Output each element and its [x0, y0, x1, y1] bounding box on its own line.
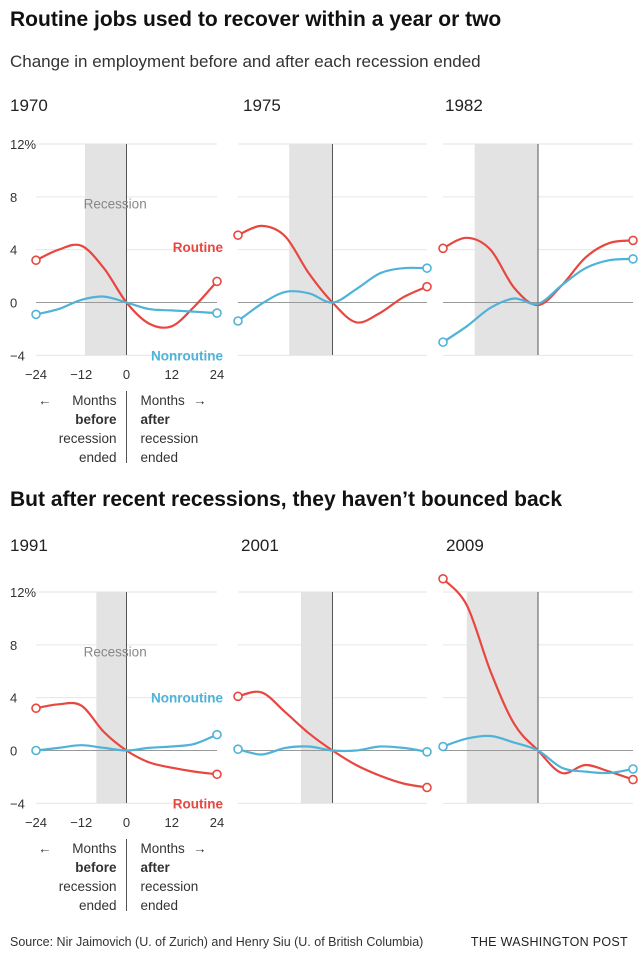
source-note: Source: Nir Jaimovich (U. of Zurich) and… — [10, 935, 424, 949]
chart-1970-arrow-left: ← — [38, 393, 52, 408]
chart-1991-x-tick: 12 — [165, 815, 179, 830]
chart-1970-recession-label: Recession — [84, 196, 147, 211]
chart-1970-nonroutine-line — [34, 295, 219, 316]
chart-2001-nonroutine-start-point — [233, 744, 243, 754]
chart-1970-routine-end-point — [212, 276, 222, 287]
chart-1991-note-before: ended — [79, 898, 117, 913]
chart-1991-nonroutine-start-point — [31, 745, 41, 756]
chart-1970-note-after: Months — [141, 393, 186, 408]
chart-1975-routine-start-point — [233, 230, 243, 240]
chart-2009-nonroutine-end-point — [628, 764, 638, 774]
chart-1970-nonroutine-end-point — [212, 308, 222, 318]
chart-1991-routine-start-point — [31, 703, 41, 714]
chart-1991-recession-label: Recession — [84, 644, 147, 659]
chart-1991-x-tick: 24 — [210, 815, 224, 830]
chart-1970-y-tick: 0 — [10, 296, 17, 311]
chart-1970-x-tick: 24 — [210, 367, 224, 382]
chart-1991-y-tick: 12% — [10, 585, 36, 600]
chart-1970-x-tick: 0 — [123, 367, 130, 382]
chart-1970-note-after: recession — [141, 431, 199, 446]
chart-1970-routine-label: Routine — [173, 240, 224, 255]
chart-1970-y-tick: 8 — [10, 190, 17, 205]
chart-1982-nonroutine-end-point — [628, 254, 638, 264]
chart-1982-recession-band — [474, 144, 538, 355]
subtitle: Change in employment before and after ea… — [10, 52, 481, 71]
chart-1970-note-after: ended — [141, 450, 179, 465]
year-1970: 1970 — [10, 96, 48, 115]
chart-1970-y-tick: 12% — [10, 137, 36, 152]
chart-2009-routine-end-point — [628, 774, 638, 785]
chart-1982-nonroutine-line — [441, 257, 635, 344]
chart-1975-recession-band — [289, 144, 333, 355]
chart-2009-nonroutine-line — [441, 734, 635, 775]
chart-1970-routine-start-point — [31, 255, 41, 266]
chart-1991-x-tick: −24 — [25, 815, 47, 830]
chart-1991-arrow-right: → — [193, 841, 207, 856]
headline-top: Routine jobs used to recover within a ye… — [10, 8, 502, 31]
chart-1991-x-tick: −12 — [70, 815, 92, 830]
chart-1991-note-after: ended — [141, 898, 179, 913]
chart-1970-recession-band — [85, 144, 127, 355]
chart-1970-x-tick: −24 — [25, 367, 47, 382]
chart-1975-nonroutine-start-point — [233, 316, 243, 326]
chart-1991-note-before: Months — [72, 841, 117, 856]
chart-1991-note-after: after — [141, 860, 171, 875]
chart-1982-routine-line — [441, 236, 635, 307]
chart-1991-note-before: before — [75, 860, 117, 875]
chart-1991-routine-end-point — [212, 769, 222, 780]
chart-1991-routine-label: Routine — [173, 796, 224, 811]
chart-1970-nonroutine-start-point — [31, 309, 41, 320]
chart-1975-routine-end-point — [422, 281, 432, 292]
chart-1991-note-after: recession — [141, 879, 199, 894]
year-1975: 1975 — [243, 96, 281, 115]
chart-1991-note-before: recession — [59, 879, 117, 894]
chart-1991-recession-band — [96, 592, 127, 803]
chart-2001-recession-band — [301, 592, 333, 803]
chart-2001-nonroutine-line — [236, 745, 429, 756]
chart-1970-note-before: before — [75, 412, 117, 427]
publisher-brand: THE WASHINGTON POST — [470, 935, 628, 949]
chart-1982-routine-end-point — [628, 235, 638, 246]
chart-1970-note-before: recession — [59, 431, 117, 446]
chart-1970-y-tick: 4 — [10, 243, 17, 258]
chart-1970-y-tick: −4 — [10, 348, 25, 363]
chart-2001-routine-end-point — [422, 782, 432, 793]
chart-1991-arrow-left: ← — [38, 841, 52, 856]
chart-1982-nonroutine-start-point — [438, 337, 448, 347]
year-2001: 2001 — [241, 536, 279, 555]
chart-1991-y-tick: 8 — [10, 638, 17, 653]
chart-1991-nonroutine-end-point — [212, 729, 222, 740]
chart-1991-y-tick: 0 — [10, 744, 17, 759]
chart-1991-nonroutine-label: Nonroutine — [151, 691, 223, 706]
chart-1975-nonroutine-line — [236, 266, 429, 323]
chart-1991-x-tick: 0 — [123, 815, 130, 830]
chart-1970-x-tick: −12 — [70, 367, 92, 382]
chart-1982-routine-start-point — [438, 243, 448, 254]
chart-1991-y-tick: 4 — [10, 691, 17, 706]
chart-2001-nonroutine-end-point — [422, 747, 432, 757]
chart-2009-routine-start-point — [438, 573, 448, 584]
year-1991: 1991 — [10, 536, 48, 555]
year-1982: 1982 — [445, 96, 483, 115]
chart-1970-nonroutine-label: Nonroutine — [151, 348, 223, 363]
chart-1970-note-before: Months — [72, 393, 117, 408]
chart-1970-note-after: after — [141, 412, 171, 427]
chart-1970-arrow-right: → — [193, 393, 207, 408]
chart-1991-note-after: Months — [141, 841, 186, 856]
chart-1991-y-tick: −4 — [10, 796, 25, 811]
chart-1975-nonroutine-end-point — [422, 263, 432, 273]
year-2009: 2009 — [446, 536, 484, 555]
chart-2001-routine-start-point — [233, 691, 243, 702]
headline-bottom: But after recent recessions, they haven’… — [10, 488, 563, 511]
chart-1991-nonroutine-line — [34, 733, 219, 752]
chart-2009-nonroutine-start-point — [438, 741, 448, 752]
chart-1970-note-before: ended — [79, 450, 117, 465]
chart-1970-x-tick: 12 — [165, 367, 179, 382]
